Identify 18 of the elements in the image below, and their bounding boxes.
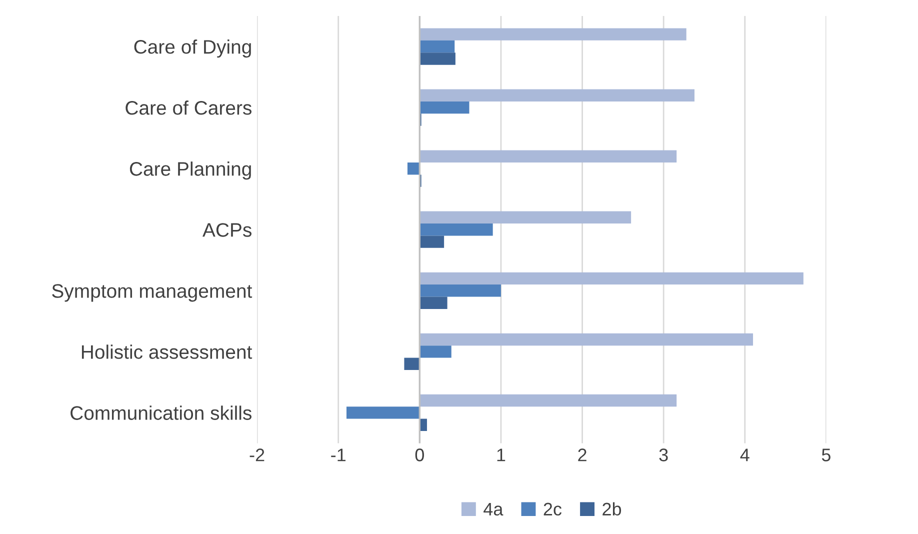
y-tick-label: Care of Carers xyxy=(126,100,252,115)
y-tick-label: Communication skills xyxy=(70,406,252,420)
y-tick-label: Holistic assessment xyxy=(82,344,252,359)
legend-label: 2b xyxy=(602,502,622,516)
x-tick-label: 3 xyxy=(659,448,668,462)
x-tick-label: -1 xyxy=(331,448,346,462)
y-tick-label: Care of Dying xyxy=(134,39,251,58)
y-tick-label: ACPs xyxy=(202,223,252,237)
x-tick-label: -2 xyxy=(250,448,264,462)
x-tick-label: 1 xyxy=(497,448,506,462)
x-tick-label: 0 xyxy=(415,448,424,462)
x-tick-label: 2 xyxy=(578,448,586,462)
legend-label: 2c xyxy=(544,502,562,516)
legend-label: 4a xyxy=(484,502,504,516)
y-tick-label: Care Planning xyxy=(130,162,251,180)
x-tick-label: 4 xyxy=(740,448,750,462)
x-tick-label: 5 xyxy=(822,448,830,462)
y-tick-label: Symptom management xyxy=(52,284,252,302)
